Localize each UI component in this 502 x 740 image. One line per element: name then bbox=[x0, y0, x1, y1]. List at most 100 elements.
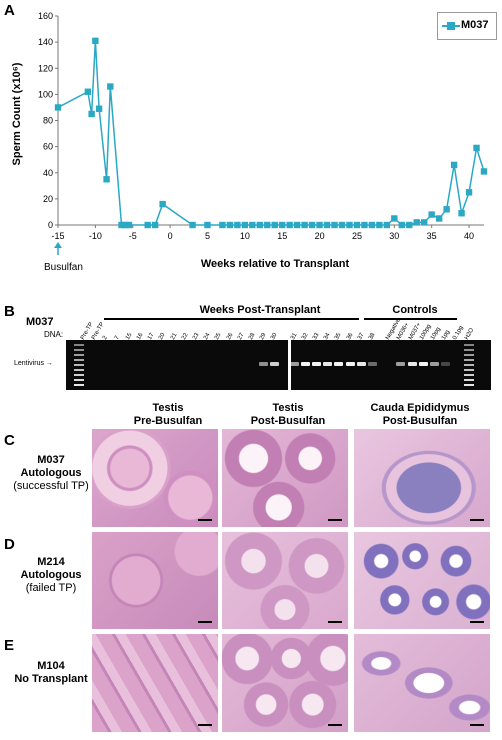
busulfan-annotation: Busulfan bbox=[44, 262, 83, 273]
legend-series-name: M037 bbox=[461, 19, 489, 31]
data-point bbox=[465, 189, 473, 196]
col-header-2: Testis Post-Busulfan bbox=[238, 402, 338, 428]
data-point bbox=[234, 221, 241, 229]
ladder-band bbox=[74, 364, 84, 366]
data-point bbox=[421, 219, 428, 226]
histology-d-epididymis bbox=[354, 532, 490, 629]
data-point bbox=[473, 144, 480, 152]
x-tick-label: 25 bbox=[352, 231, 362, 241]
data-point bbox=[226, 221, 234, 229]
panel-letter-e: E bbox=[4, 637, 15, 654]
ladder-band bbox=[464, 359, 474, 361]
histology-e-testis-post bbox=[222, 634, 348, 732]
data-point bbox=[435, 215, 443, 222]
gel-band bbox=[441, 362, 451, 366]
data-point bbox=[346, 221, 353, 229]
col-header-2-text: Testis Post-Busulfan bbox=[250, 402, 326, 427]
data-point bbox=[361, 221, 368, 229]
ladder-band bbox=[464, 344, 474, 346]
x-tick-label: 30 bbox=[389, 231, 399, 241]
gel-band bbox=[368, 362, 377, 366]
gel-band bbox=[430, 362, 439, 366]
scale-bar bbox=[470, 519, 484, 521]
scale-bar bbox=[198, 621, 212, 623]
data-point bbox=[443, 206, 450, 213]
row-c-type: Autologous bbox=[20, 467, 82, 479]
histology-e-testis-pre bbox=[92, 634, 218, 732]
histology-d-testis-pre bbox=[92, 532, 218, 629]
data-point bbox=[151, 221, 159, 229]
ladder-band bbox=[464, 379, 474, 381]
data-point bbox=[428, 211, 435, 218]
ladder-band bbox=[464, 384, 474, 386]
ladder-band bbox=[74, 349, 84, 351]
data-point bbox=[84, 88, 92, 95]
gel-band bbox=[407, 362, 417, 366]
histology-c-epididymis bbox=[354, 429, 490, 527]
scale-bar bbox=[328, 621, 342, 623]
gel-band bbox=[396, 362, 406, 366]
x-tick-label: -10 bbox=[89, 231, 102, 241]
col-header-3-text: Cauda Epididymus Post-Busulfan bbox=[370, 402, 470, 427]
chart-y-label: Sperm Count (x10⁶) bbox=[11, 62, 23, 166]
data-point bbox=[249, 221, 256, 229]
data-point bbox=[241, 221, 249, 229]
histology-c-testis-post bbox=[222, 429, 348, 527]
data-point bbox=[391, 215, 398, 222]
scale-bar bbox=[198, 519, 212, 521]
x-tick-label: 0 bbox=[168, 231, 173, 241]
gel-weeks-header: Weeks Post-Transplant bbox=[199, 304, 321, 316]
gel-band-label: Lentivirus → bbox=[14, 360, 53, 367]
data-point bbox=[383, 221, 391, 229]
x-tick-label: 40 bbox=[464, 231, 474, 241]
histology-e-epididymis bbox=[354, 634, 490, 732]
scale-bar bbox=[470, 621, 484, 623]
gel-band bbox=[312, 362, 321, 366]
x-tick-label: 15 bbox=[277, 231, 287, 241]
series-line-m037 bbox=[57, 40, 485, 226]
data-point bbox=[323, 221, 331, 229]
data-point bbox=[264, 221, 271, 229]
gel-lane-label: 0.1pg bbox=[452, 324, 466, 341]
data-point bbox=[125, 221, 133, 229]
data-point bbox=[450, 161, 458, 169]
ladder-band bbox=[74, 379, 84, 381]
ladder-band bbox=[464, 374, 474, 376]
row-c-id: M037 bbox=[37, 454, 65, 466]
gel-band bbox=[289, 362, 299, 366]
y-tick-label: 0 bbox=[48, 220, 53, 230]
ladder-band bbox=[74, 359, 84, 361]
data-point bbox=[398, 221, 405, 229]
gel-controls-bar bbox=[364, 318, 457, 320]
data-point bbox=[308, 221, 316, 229]
x-tick-label: 35 bbox=[427, 231, 437, 241]
data-point bbox=[338, 221, 346, 229]
scale-bar bbox=[328, 519, 342, 521]
row-e-type: No Transplant bbox=[14, 673, 88, 685]
data-point bbox=[279, 221, 286, 229]
y-tick-label: 40 bbox=[43, 168, 53, 178]
data-point bbox=[54, 104, 62, 111]
histology-c-testis-pre bbox=[92, 429, 218, 527]
data-point bbox=[144, 221, 151, 229]
gel-band bbox=[270, 362, 280, 366]
data-point bbox=[92, 37, 99, 45]
ladder-band bbox=[74, 354, 84, 356]
agarose-gel-image bbox=[66, 340, 491, 390]
gel-lane-label: H2O bbox=[463, 327, 475, 341]
data-point bbox=[189, 221, 196, 229]
gel-dna-label: DNA: bbox=[44, 330, 64, 339]
x-tick-label: 20 bbox=[315, 231, 325, 241]
x-tick-label: 10 bbox=[240, 231, 250, 241]
data-point bbox=[118, 221, 125, 229]
col-header-3: Cauda Epididymus Post-Busulfan bbox=[350, 402, 490, 428]
x-tick-label: 5 bbox=[205, 231, 210, 241]
gel-band bbox=[334, 362, 344, 366]
ladder-band bbox=[464, 369, 474, 371]
gel-band-label-text: Lentivirus bbox=[14, 360, 44, 367]
ladder-band bbox=[464, 349, 474, 351]
row-label-c: M037 Autologous (successful TP) bbox=[12, 454, 90, 493]
data-point bbox=[458, 210, 465, 217]
data-point bbox=[122, 221, 129, 229]
data-point bbox=[368, 221, 376, 229]
